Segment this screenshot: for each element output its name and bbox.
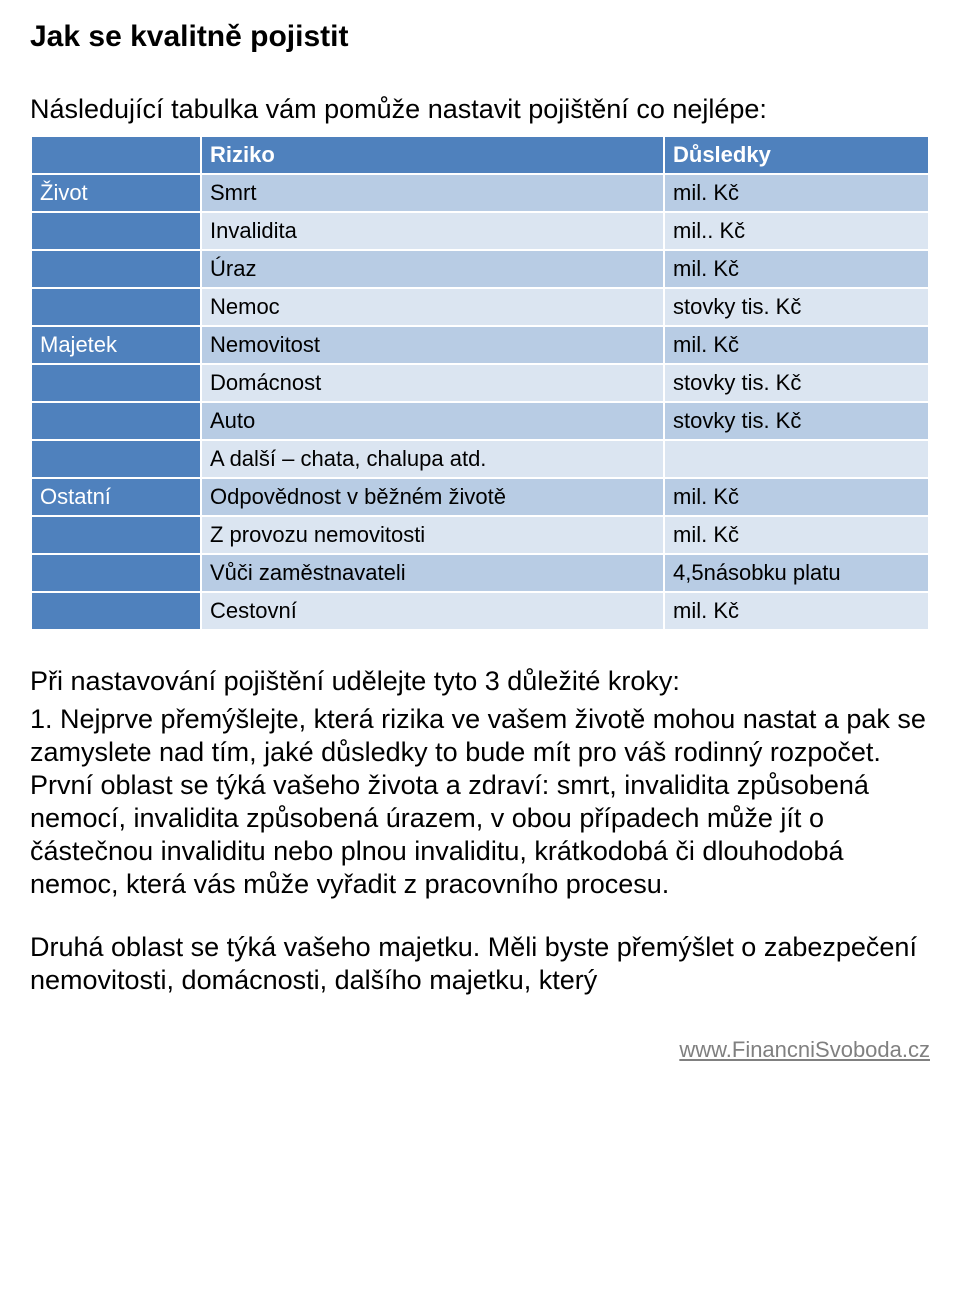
risk-cell: Odpovědnost v běžném životě xyxy=(201,478,664,516)
category-cell xyxy=(31,212,201,250)
intro-text: Následující tabulka vám pomůže nastavit … xyxy=(30,94,930,125)
table-row: Cestovnímil. Kč xyxy=(31,592,929,630)
table-row: OstatníOdpovědnost v běžném životěmil. K… xyxy=(31,478,929,516)
consequence-cell: mil. Kč xyxy=(664,250,929,288)
risk-cell: Nemovitost xyxy=(201,326,664,364)
consequence-cell: mil. Kč xyxy=(664,174,929,212)
category-cell: Ostatní xyxy=(31,478,201,516)
risk-cell: Invalidita xyxy=(201,212,664,250)
consequence-cell: stovky tis. Kč xyxy=(664,288,929,326)
risk-cell: Cestovní xyxy=(201,592,664,630)
table-row: Autostovky tis. Kč xyxy=(31,402,929,440)
consequence-cell: stovky tis. Kč xyxy=(664,402,929,440)
table-header-cell: Důsledky xyxy=(664,136,929,174)
table-row: MajetekNemovitostmil. Kč xyxy=(31,326,929,364)
risk-cell: Smrt xyxy=(201,174,664,212)
category-cell xyxy=(31,250,201,288)
category-cell xyxy=(31,402,201,440)
table-row: ŽivotSmrtmil. Kč xyxy=(31,174,929,212)
table-header-cell: Riziko xyxy=(201,136,664,174)
table-row: A další – chata, chalupa atd. xyxy=(31,440,929,478)
category-cell xyxy=(31,592,201,630)
risk-cell: Nemoc xyxy=(201,288,664,326)
insurance-table: RizikoDůsledkyŽivotSmrtmil. KčInvalidita… xyxy=(30,135,930,631)
consequence-cell: 4,5násobku platu xyxy=(664,554,929,592)
paragraph-2: První oblast se týká vašeho života a zdr… xyxy=(30,769,930,901)
table-row: Nemocstovky tis. Kč xyxy=(31,288,929,326)
table-row: Z provozu nemovitostimil. Kč xyxy=(31,516,929,554)
consequence-cell: mil. Kč xyxy=(664,516,929,554)
table-row: Vůči zaměstnavateli4,5násobku platu xyxy=(31,554,929,592)
consequence-cell: stovky tis. Kč xyxy=(664,364,929,402)
category-cell xyxy=(31,440,201,478)
consequence-cell: mil. Kč xyxy=(664,326,929,364)
risk-cell: Úraz xyxy=(201,250,664,288)
table-row: Úrazmil. Kč xyxy=(31,250,929,288)
category-cell xyxy=(31,516,201,554)
table-row: Invaliditamil.. Kč xyxy=(31,212,929,250)
consequence-cell: mil.. Kč xyxy=(664,212,929,250)
page-title: Jak se kvalitně pojistit xyxy=(30,20,930,54)
paragraph-3: Druhá oblast se týká vašeho majetku. Měl… xyxy=(30,931,930,997)
consequence-cell: mil. Kč xyxy=(664,478,929,516)
risk-cell: A další – chata, chalupa atd. xyxy=(201,440,664,478)
risk-cell: Z provozu nemovitosti xyxy=(201,516,664,554)
category-cell xyxy=(31,288,201,326)
paragraph-1: 1. Nejprve přemýšlejte, která rizika ve … xyxy=(30,703,930,769)
table-header-cell xyxy=(31,136,201,174)
category-cell: Život xyxy=(31,174,201,212)
category-cell xyxy=(31,554,201,592)
table-row: Domácnoststovky tis. Kč xyxy=(31,364,929,402)
risk-cell: Vůči zaměstnavateli xyxy=(201,554,664,592)
risk-cell: Domácnost xyxy=(201,364,664,402)
steps-intro: Při nastavování pojištění udělejte tyto … xyxy=(30,666,930,697)
consequence-cell xyxy=(664,440,929,478)
consequence-cell: mil. Kč xyxy=(664,592,929,630)
footer-link[interactable]: www.FinancniSvoboda.cz xyxy=(30,1037,930,1063)
risk-cell: Auto xyxy=(201,402,664,440)
category-cell: Majetek xyxy=(31,326,201,364)
category-cell xyxy=(31,364,201,402)
